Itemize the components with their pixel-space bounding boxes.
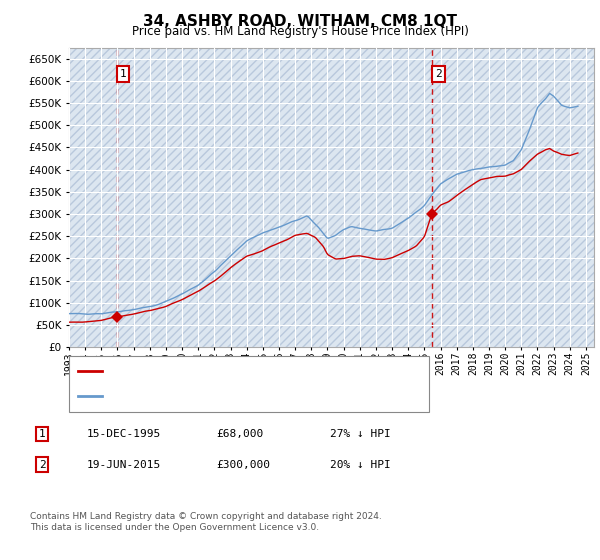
Text: 2: 2 [435, 69, 442, 79]
Text: 34, ASHBY ROAD, WITHAM, CM8 1QT: 34, ASHBY ROAD, WITHAM, CM8 1QT [143, 14, 457, 29]
Text: 27% ↓ HPI: 27% ↓ HPI [330, 429, 391, 439]
Text: £300,000: £300,000 [216, 460, 270, 470]
Text: 34, ASHBY ROAD, WITHAM, CM8 1QT (detached house): 34, ASHBY ROAD, WITHAM, CM8 1QT (detache… [108, 366, 408, 376]
Text: HPI: Average price, detached house, Braintree: HPI: Average price, detached house, Brai… [108, 391, 389, 401]
Text: 1: 1 [38, 429, 46, 439]
Text: 2: 2 [38, 460, 46, 470]
Text: 1: 1 [120, 69, 127, 79]
Text: Price paid vs. HM Land Registry's House Price Index (HPI): Price paid vs. HM Land Registry's House … [131, 25, 469, 38]
Text: 20% ↓ HPI: 20% ↓ HPI [330, 460, 391, 470]
Text: Contains HM Land Registry data © Crown copyright and database right 2024.
This d: Contains HM Land Registry data © Crown c… [30, 512, 382, 532]
Text: £68,000: £68,000 [216, 429, 263, 439]
Text: 15-DEC-1995: 15-DEC-1995 [87, 429, 161, 439]
Text: 19-JUN-2015: 19-JUN-2015 [87, 460, 161, 470]
